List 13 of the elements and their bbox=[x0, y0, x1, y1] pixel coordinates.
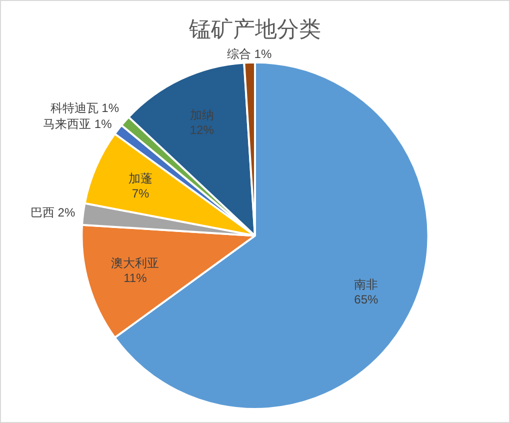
slice-label: 巴西 2% bbox=[30, 205, 76, 220]
data-label: 11% bbox=[124, 270, 148, 285]
slice-label: 综合 1% bbox=[226, 46, 272, 61]
data-label: 7% bbox=[132, 186, 150, 200]
data-label: 12% bbox=[190, 123, 214, 138]
slice-label: 澳大利亚 bbox=[111, 256, 160, 270]
slice-label: 科特迪瓦 1% bbox=[50, 100, 120, 115]
slice-label: 加纳 bbox=[190, 108, 214, 122]
slice-label: 南非 bbox=[354, 278, 378, 292]
data-label: 65% bbox=[354, 292, 379, 307]
slice-label: 加蓬 bbox=[128, 171, 152, 186]
chart-title: 锰矿产地分类 bbox=[188, 16, 321, 42]
slice-label: 马来西亚 1% bbox=[43, 116, 112, 131]
